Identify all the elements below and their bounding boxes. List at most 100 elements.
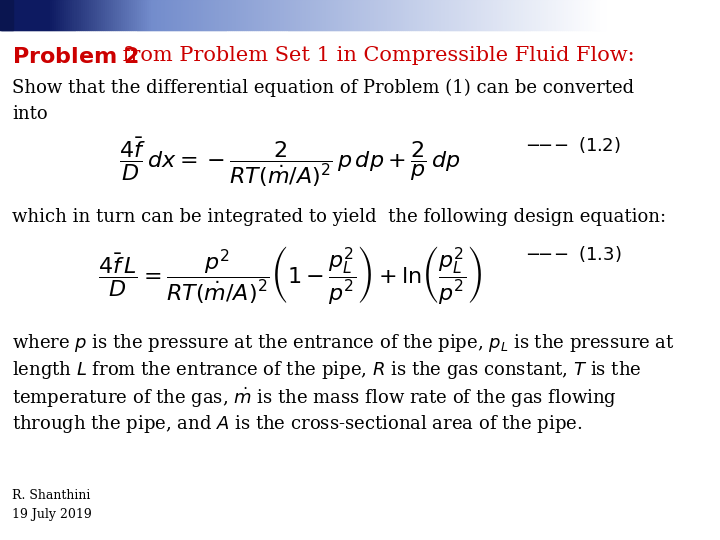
Bar xyxy=(457,0,459,30)
Bar xyxy=(380,0,383,30)
Bar xyxy=(459,0,462,30)
Bar xyxy=(447,0,449,30)
Bar xyxy=(429,0,431,30)
Bar xyxy=(48,0,51,30)
Bar xyxy=(193,0,196,30)
Bar xyxy=(578,0,580,30)
Bar xyxy=(288,0,290,30)
Bar xyxy=(351,0,353,30)
Text: length $L$ from the entrance of the pipe, $R$ is the gas constant, $T$ is the: length $L$ from the entrance of the pipe… xyxy=(12,359,642,381)
Bar xyxy=(361,0,363,30)
Bar xyxy=(42,0,45,30)
Bar xyxy=(76,0,79,30)
Bar xyxy=(519,0,522,30)
Bar xyxy=(135,0,138,30)
Bar xyxy=(600,0,603,30)
Bar xyxy=(400,0,403,30)
Bar xyxy=(139,0,142,30)
Bar xyxy=(93,0,95,30)
Bar xyxy=(286,0,289,30)
Bar xyxy=(107,0,109,30)
Bar xyxy=(445,0,448,30)
Bar xyxy=(562,0,564,30)
Bar xyxy=(16,0,19,30)
Bar xyxy=(103,0,105,30)
Bar xyxy=(369,0,371,30)
Bar xyxy=(91,0,93,30)
Bar xyxy=(598,0,600,30)
Bar xyxy=(306,0,309,30)
Bar xyxy=(50,0,53,30)
Bar xyxy=(395,0,397,30)
Bar xyxy=(439,0,441,30)
Bar xyxy=(539,0,542,30)
Bar xyxy=(223,0,226,30)
Bar xyxy=(46,0,49,30)
Bar xyxy=(397,0,399,30)
Bar xyxy=(548,0,550,30)
Bar xyxy=(28,0,31,30)
Bar xyxy=(8,0,11,30)
Bar xyxy=(296,0,299,30)
Bar xyxy=(469,0,472,30)
Bar xyxy=(0,0,13,30)
Bar xyxy=(576,0,578,30)
Bar xyxy=(544,0,546,30)
Bar xyxy=(32,0,35,30)
Bar xyxy=(499,0,502,30)
Bar xyxy=(192,0,194,30)
Bar xyxy=(531,0,534,30)
Bar xyxy=(372,0,375,30)
Bar xyxy=(0,0,3,30)
Bar xyxy=(392,0,395,30)
Bar xyxy=(290,0,292,30)
Bar xyxy=(189,0,192,30)
Bar xyxy=(151,0,153,30)
Bar xyxy=(63,0,65,30)
Bar xyxy=(163,0,166,30)
Bar xyxy=(536,0,538,30)
Bar xyxy=(274,0,276,30)
Bar xyxy=(205,0,208,30)
Bar xyxy=(262,0,264,30)
Bar xyxy=(344,0,347,30)
Bar xyxy=(78,0,81,30)
Bar xyxy=(409,0,411,30)
Bar xyxy=(56,0,59,30)
Bar xyxy=(402,0,405,30)
Bar xyxy=(312,0,315,30)
Bar xyxy=(81,0,83,30)
Bar xyxy=(171,0,174,30)
Bar xyxy=(20,0,23,30)
Bar xyxy=(232,0,234,30)
Bar xyxy=(280,0,282,30)
Bar xyxy=(513,0,516,30)
Bar xyxy=(541,0,544,30)
Bar xyxy=(427,0,429,30)
Text: Show that the differential equation of Problem (1) can be converted: Show that the differential equation of P… xyxy=(12,78,634,97)
Bar xyxy=(203,0,206,30)
Bar xyxy=(471,0,474,30)
Bar xyxy=(157,0,160,30)
Bar xyxy=(405,0,408,30)
Bar xyxy=(199,0,202,30)
Bar xyxy=(387,0,390,30)
Bar xyxy=(143,0,145,30)
Bar xyxy=(334,0,337,30)
Bar xyxy=(173,0,176,30)
Bar xyxy=(437,0,439,30)
Bar xyxy=(467,0,469,30)
Bar xyxy=(332,0,335,30)
Bar xyxy=(407,0,409,30)
Text: which in turn can be integrated to yield  the following design equation:: which in turn can be integrated to yield… xyxy=(12,208,666,226)
Bar xyxy=(338,0,341,30)
Bar xyxy=(586,0,588,30)
Text: $\bf{Problem\ 2}$: $\bf{Problem\ 2}$ xyxy=(12,46,139,68)
Bar xyxy=(390,0,393,30)
Bar xyxy=(362,0,365,30)
Bar xyxy=(242,0,244,30)
Bar xyxy=(117,0,120,30)
Bar xyxy=(528,0,530,30)
Bar xyxy=(96,0,99,30)
Bar xyxy=(564,0,567,30)
